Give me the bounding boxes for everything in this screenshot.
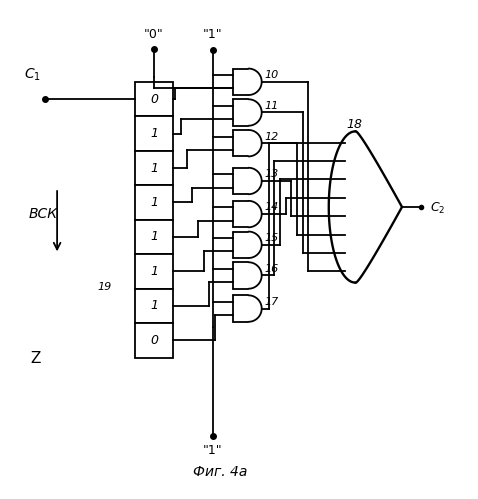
Text: 17: 17 (264, 297, 278, 307)
Text: Z: Z (31, 351, 41, 366)
Text: Фиг. 4а: Фиг. 4а (193, 465, 247, 479)
Bar (135, 289, 173, 323)
Text: 0: 0 (150, 334, 158, 347)
Bar (135, 82, 173, 116)
Text: 1: 1 (150, 162, 158, 175)
Text: 16: 16 (264, 264, 278, 274)
Text: 1: 1 (150, 127, 158, 140)
Text: 1: 1 (150, 231, 158, 244)
Text: 0: 0 (150, 92, 158, 105)
Bar (135, 220, 173, 254)
Text: "0": "0" (144, 28, 164, 41)
Text: 11: 11 (264, 101, 278, 111)
Text: 1: 1 (150, 196, 158, 209)
Text: 12: 12 (264, 132, 278, 142)
Text: 15: 15 (264, 233, 278, 243)
Text: $C_1$: $C_1$ (23, 66, 41, 83)
Text: 1: 1 (150, 265, 158, 278)
Bar (135, 185, 173, 220)
Text: "1": "1" (203, 28, 223, 41)
Text: $C_2$: $C_2$ (430, 201, 445, 216)
Text: 19: 19 (97, 282, 111, 292)
Bar (135, 323, 173, 358)
Text: 13: 13 (264, 169, 278, 179)
Bar (135, 254, 173, 289)
Text: ВСК: ВСК (29, 207, 58, 221)
Bar (135, 151, 173, 185)
Text: 1: 1 (150, 299, 158, 312)
Text: 18: 18 (347, 118, 363, 131)
Text: "1": "1" (203, 444, 223, 457)
Text: 10: 10 (264, 70, 278, 80)
Bar (135, 116, 173, 151)
Text: 14: 14 (264, 203, 278, 213)
